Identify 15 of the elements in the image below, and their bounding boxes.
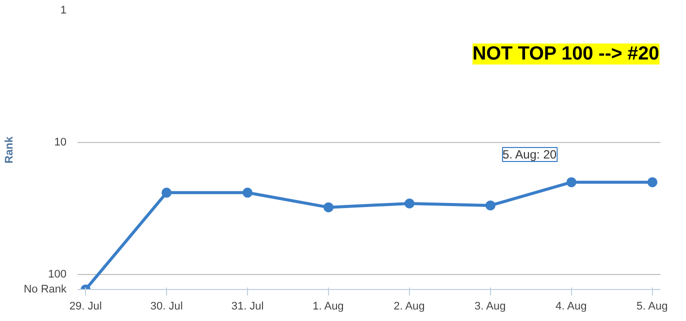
y-tick-label: 100 <box>48 268 67 280</box>
x-tick-label: 3. Aug <box>474 300 506 312</box>
x-tick-label: 30. Jul <box>150 300 183 312</box>
annotation: NOT TOP 100 --> #20 <box>472 44 660 64</box>
y-tick-label: 10 <box>54 136 67 148</box>
y-axis-title: Rank <box>4 136 16 164</box>
x-tick-label: 5. Aug <box>636 300 668 312</box>
y-tick-label: 1 <box>60 4 67 16</box>
y-tick-label: No Rank <box>24 284 67 296</box>
annotation: 5. Aug: 20 <box>502 148 557 162</box>
x-tick-label: 2. Aug <box>394 300 425 312</box>
x-tick-label: 29. Jul <box>69 300 102 312</box>
x-tick-label: 4. Aug <box>556 300 587 312</box>
x-tick-label: 1. Aug <box>312 300 344 312</box>
x-tick-label: 31. Jul <box>231 300 264 312</box>
